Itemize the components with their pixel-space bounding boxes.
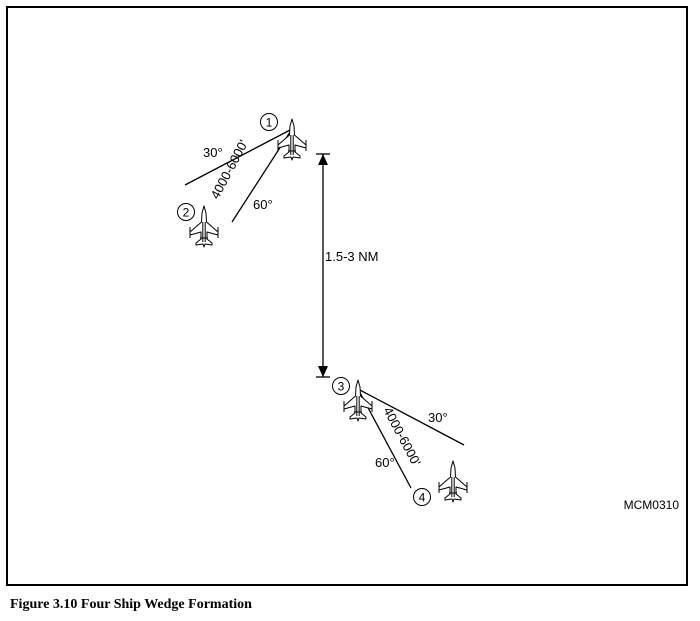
figure-caption: Figure 3.10 Four Ship Wedge Formation xyxy=(10,597,252,612)
lower-angle-30-label: 30° xyxy=(428,410,448,425)
aircraft-1-icon xyxy=(277,118,307,161)
aircraft-2-number-circle xyxy=(177,203,195,221)
separation-top-arrowhead xyxy=(318,154,328,165)
aircraft-3-number: 3 xyxy=(338,380,345,394)
separation-label: 1.5-3 NM xyxy=(325,249,378,264)
aircraft-2-number: 2 xyxy=(183,206,190,220)
figure-frame xyxy=(6,6,688,586)
upper-angle-60-label: 60° xyxy=(253,197,273,212)
aircraft-1-number-circle xyxy=(260,113,278,131)
aircraft-1-number: 1 xyxy=(266,116,273,130)
aircraft-4-number: 4 xyxy=(419,491,426,505)
lower-30deg-line xyxy=(357,388,465,446)
upper-30deg-line xyxy=(184,128,293,186)
separation-bottom-arrowhead xyxy=(318,366,328,377)
lower-angle-60-label: 60° xyxy=(375,455,395,470)
figure-id-label: MCM0310 xyxy=(624,498,680,512)
upper-angle-30-label: 30° xyxy=(203,145,223,160)
aircraft-4-icon xyxy=(438,460,468,503)
aircraft-3-number-circle xyxy=(332,377,350,395)
aircraft-4-number-circle xyxy=(413,488,431,506)
